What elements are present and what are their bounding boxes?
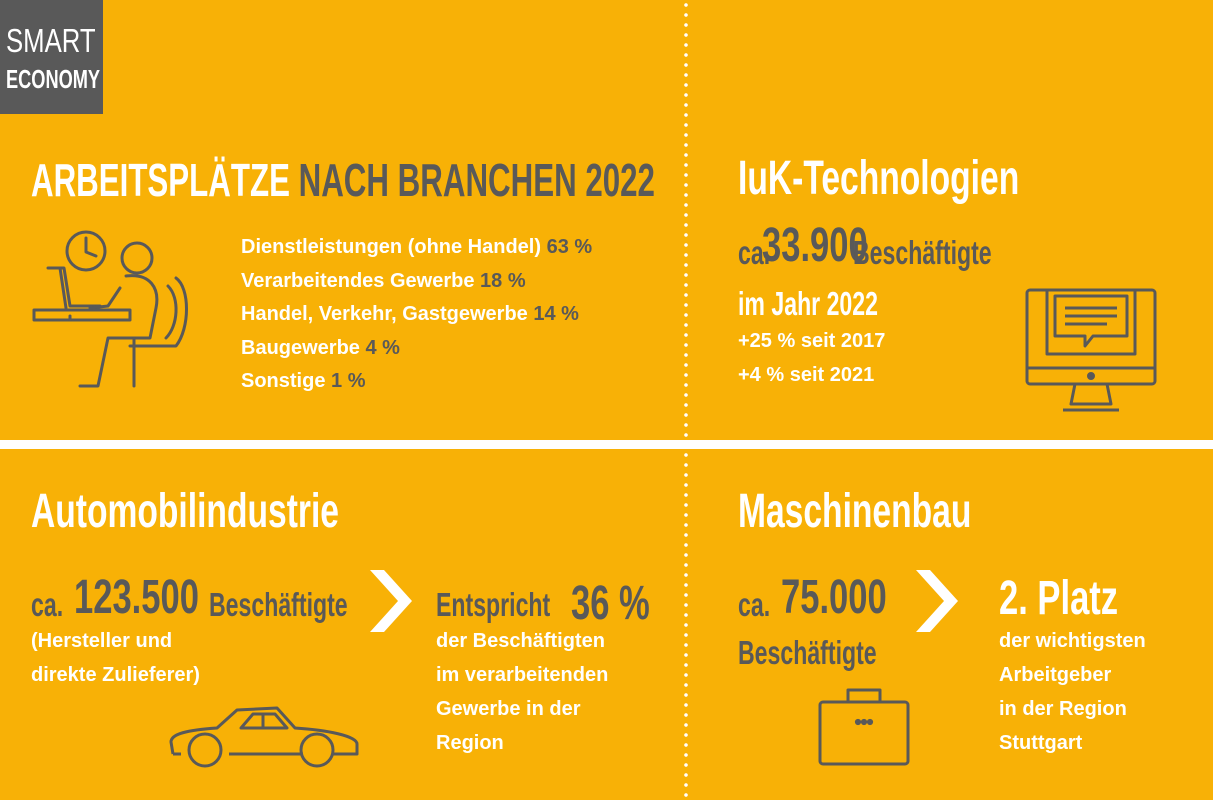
auto-share: Entspricht 36 % bbox=[436, 580, 681, 628]
branch-item: Verarbeitendes Gewerbe 18 % bbox=[241, 269, 526, 292]
iuk-number: 33.900 bbox=[761, 219, 868, 272]
mb-number: 75.000 bbox=[780, 571, 887, 624]
mb-rank-line: Stuttgart bbox=[999, 732, 1083, 754]
iuk-change-2017: +25 % seit 2017 bbox=[738, 330, 886, 352]
iuk-year: im Jahr 2022 bbox=[738, 285, 878, 322]
auto-share-line: im verarbeitenden bbox=[436, 664, 609, 686]
auto-share-value: 36 % bbox=[571, 577, 650, 630]
title-part2: NACH BRANCHEN 2022 bbox=[298, 154, 655, 206]
chevron-right-icon bbox=[370, 570, 412, 632]
auto-prefix: ca. bbox=[31, 586, 64, 623]
mb-rank-line: in der Region bbox=[999, 698, 1127, 720]
logo-line1: SMART bbox=[6, 22, 96, 59]
branch-item: Dienstleistungen (ohne Handel) 63 % bbox=[241, 236, 593, 258]
mb-prefix: ca. bbox=[738, 586, 771, 623]
iuk-prefix: ca. bbox=[738, 234, 771, 271]
smart-economy-logo: SMART ECONOMY bbox=[0, 0, 103, 114]
logo-line2: ECONOMY bbox=[6, 64, 101, 94]
briefcase-icon bbox=[818, 688, 910, 766]
auto-employees: ca. 123.500 Beschäftigte bbox=[31, 574, 407, 622]
computer-monitor-icon bbox=[1025, 288, 1157, 412]
mb-employees: ca. 75.000 bbox=[738, 574, 928, 622]
branch-item: Sonstige 1 % bbox=[241, 370, 366, 392]
iuk-change-2021: +4 % seit 2021 bbox=[738, 364, 875, 386]
auto-share-line: Gewerbe in der bbox=[436, 698, 581, 720]
auto-share-line: Region bbox=[436, 732, 504, 754]
chevron-right-icon bbox=[916, 570, 958, 632]
mb-rank-line: der wichtigsten bbox=[999, 630, 1146, 652]
auto-share-text: der Beschäftigten im verarbeitenden Gewe… bbox=[436, 624, 676, 760]
title-part1: ARBEITSPLÄTZE bbox=[31, 154, 290, 206]
branch-item: Handel, Verkehr, Gastgewerbe 14 % bbox=[241, 303, 579, 325]
auto-share-prefix: Entspricht bbox=[436, 586, 551, 623]
vertical-divider bbox=[684, 0, 688, 800]
mb-unit: Beschäftigte bbox=[738, 634, 877, 671]
horizontal-divider bbox=[0, 440, 1213, 449]
section-title-maschinenbau: Maschinenbau bbox=[738, 485, 972, 538]
auto-note-1: (Hersteller und bbox=[31, 630, 173, 652]
office-worker-icon bbox=[32, 230, 188, 388]
mb-rank-line: Arbeitgeber bbox=[999, 664, 1112, 686]
iuk-employees: ca.33.900Beschäftigte bbox=[738, 222, 1051, 270]
car-icon bbox=[169, 706, 359, 768]
branch-list: Dienstleistungen (ohne Handel) 63 % Vera… bbox=[241, 231, 592, 399]
mb-rank: 2. Platz bbox=[999, 572, 1119, 625]
section-title-iuk: IuK-Technologien bbox=[738, 152, 1020, 205]
iuk-unit: Beschäftigte bbox=[852, 234, 992, 271]
mb-rank-text: der wichtigsten Arbeitgeber in der Regio… bbox=[999, 624, 1209, 760]
section-title-branches: ARBEITSPLÄTZE NACH BRANCHEN 2022 bbox=[31, 157, 655, 203]
auto-number: 123.500 bbox=[73, 571, 199, 624]
auto-unit: Beschäftigte bbox=[209, 586, 349, 623]
branch-item: Baugewerbe 4 % bbox=[241, 336, 400, 359]
section-title-auto: Automobilindustrie bbox=[31, 485, 339, 538]
auto-note-2: direkte Zulieferer) bbox=[31, 664, 200, 686]
auto-share-line: der Beschäftigten bbox=[436, 630, 605, 652]
